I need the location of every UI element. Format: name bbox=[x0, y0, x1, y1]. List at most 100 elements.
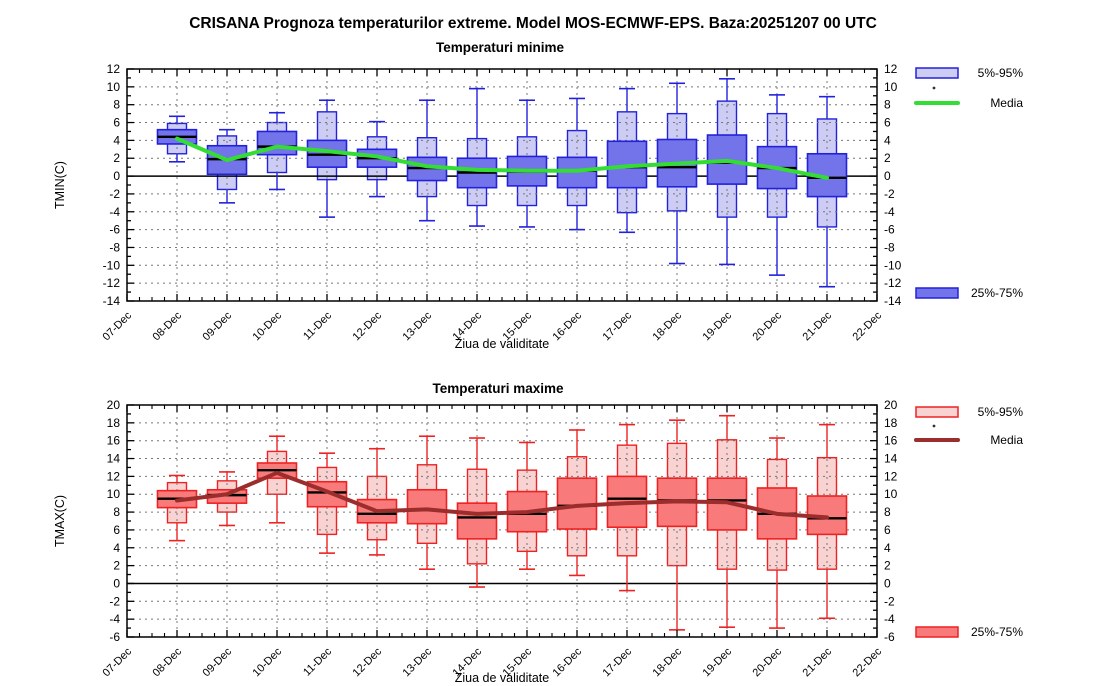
outlier-dot-marker bbox=[932, 86, 936, 90]
svg-text:10-Dec: 10-Dec bbox=[251, 645, 285, 679]
svg-text:8: 8 bbox=[884, 98, 891, 112]
tmin-plot-area: -14 -14 -12 -12 -10 -10 -8 -8 -6 -6 -4 -4 -2 -2 0 0 2 2 4 4… bbox=[101, 62, 902, 343]
tmin-legend-25-75-label: 25%-75% bbox=[971, 286, 1023, 300]
tmin-legend-5-95-swatch bbox=[915, 67, 959, 79]
svg-text:-14: -14 bbox=[103, 294, 121, 308]
svg-text:18-Dec: 18-Dec bbox=[651, 645, 685, 679]
tmax-legend-25-75-swatch bbox=[915, 626, 959, 638]
svg-text:-4: -4 bbox=[109, 612, 120, 626]
svg-text:21-Dec: 21-Dec bbox=[801, 645, 835, 679]
svg-text:6: 6 bbox=[884, 116, 891, 130]
tmax-legend: 5%-95% Media 25%-75% bbox=[914, 405, 1024, 639]
svg-text:13-Dec: 13-Dec bbox=[401, 645, 435, 679]
svg-text:14: 14 bbox=[884, 452, 898, 466]
svg-text:-10: -10 bbox=[103, 258, 121, 272]
svg-text:16: 16 bbox=[884, 434, 898, 448]
svg-text:0: 0 bbox=[113, 576, 120, 590]
gridlines bbox=[127, 405, 877, 637]
tmin-legend-25-75-swatch bbox=[915, 287, 959, 299]
svg-text:4: 4 bbox=[113, 541, 120, 555]
tmin-subtitle: Temperaturi minime bbox=[436, 40, 565, 55]
svg-text:6: 6 bbox=[113, 116, 120, 130]
svg-text:8: 8 bbox=[113, 98, 120, 112]
svg-text:18: 18 bbox=[884, 416, 898, 430]
tmin-legend-5-95-label: 5%-95% bbox=[978, 66, 1024, 80]
svg-text:20: 20 bbox=[884, 398, 898, 412]
media-line bbox=[175, 470, 829, 520]
svg-text:14: 14 bbox=[107, 452, 121, 466]
svg-text:16: 16 bbox=[107, 434, 121, 448]
svg-text:19-Dec: 19-Dec bbox=[701, 309, 735, 343]
svg-text:-4: -4 bbox=[884, 205, 895, 219]
svg-text:10: 10 bbox=[884, 80, 898, 94]
svg-text:-2: -2 bbox=[884, 594, 895, 608]
svg-text:09-Dec: 09-Dec bbox=[201, 645, 235, 679]
tmax-legend-5-95-label: 5%-95% bbox=[978, 405, 1024, 419]
svg-text:08-Dec: 08-Dec bbox=[151, 645, 185, 679]
tmin-x-axis-label: Ziua de validitate bbox=[455, 337, 550, 351]
svg-text:4: 4 bbox=[884, 541, 891, 555]
svg-text:16-Dec: 16-Dec bbox=[551, 645, 585, 679]
tmax-y-axis-label: TMAX(C) bbox=[53, 495, 67, 547]
svg-text:12: 12 bbox=[884, 469, 898, 483]
svg-text:-2: -2 bbox=[109, 594, 120, 608]
svg-text:2: 2 bbox=[884, 151, 891, 165]
svg-text:07-Dec: 07-Dec bbox=[101, 645, 135, 679]
svg-text:-6: -6 bbox=[884, 630, 895, 644]
svg-text:-8: -8 bbox=[884, 240, 895, 254]
svg-text:8: 8 bbox=[113, 505, 120, 519]
svg-text:-4: -4 bbox=[884, 612, 895, 626]
svg-text:10: 10 bbox=[107, 487, 121, 501]
svg-text:20-Dec: 20-Dec bbox=[751, 645, 785, 679]
svg-text:6: 6 bbox=[884, 523, 891, 537]
svg-text:13-Dec: 13-Dec bbox=[401, 309, 435, 343]
svg-text:22-Dec: 22-Dec bbox=[851, 309, 885, 343]
svg-text:8: 8 bbox=[884, 505, 891, 519]
tmax-legend-25-75-label: 25%-75% bbox=[971, 625, 1023, 639]
svg-text:2: 2 bbox=[884, 559, 891, 573]
svg-text:12: 12 bbox=[107, 469, 121, 483]
svg-text:2: 2 bbox=[113, 151, 120, 165]
svg-text:10: 10 bbox=[884, 487, 898, 501]
tmax-legend-media-label: Media bbox=[990, 433, 1023, 447]
svg-text:-12: -12 bbox=[103, 276, 121, 290]
svg-text:11-Dec: 11-Dec bbox=[301, 309, 334, 342]
svg-text:21-Dec: 21-Dec bbox=[801, 309, 835, 343]
svg-text:2: 2 bbox=[113, 559, 120, 573]
tmax-subtitle: Temperaturi maxime bbox=[432, 381, 564, 396]
svg-text:12-Dec: 12-Dec bbox=[351, 309, 385, 343]
tmax-plot-area: -6 -6 -4 -4 -2 -2 0 0 2 2 4 4 6 6 8 8 10 10 12 12 14 14 16 16 18… bbox=[101, 398, 898, 679]
tmin-legend: 5%-95% Media 25%-75% bbox=[914, 66, 1024, 300]
svg-text:22-Dec: 22-Dec bbox=[851, 645, 885, 679]
tmin-legend-media-label: Media bbox=[990, 96, 1023, 110]
outlier-dot-marker bbox=[932, 424, 936, 428]
svg-text:-2: -2 bbox=[884, 187, 895, 201]
svg-text:10: 10 bbox=[107, 80, 121, 94]
svg-text:4: 4 bbox=[884, 133, 891, 147]
svg-text:18-Dec: 18-Dec bbox=[651, 309, 685, 343]
whiskers bbox=[169, 78, 835, 288]
tmin-y-axis-label: TMIN(C) bbox=[53, 161, 67, 209]
svg-text:11-Dec: 11-Dec bbox=[301, 645, 334, 678]
svg-text:08-Dec: 08-Dec bbox=[151, 309, 185, 343]
svg-text:-2: -2 bbox=[109, 187, 120, 201]
svg-text:20-Dec: 20-Dec bbox=[751, 309, 785, 343]
axes: -14 -14 -12 -12 -10 -10 -8 -8 -6 -6 -4 -4 -2 -2 0 0 2 2 4 4… bbox=[103, 62, 902, 308]
svg-text:0: 0 bbox=[884, 169, 891, 183]
svg-text:18: 18 bbox=[107, 416, 121, 430]
svg-text:12-Dec: 12-Dec bbox=[351, 645, 385, 679]
svg-text:09-Dec: 09-Dec bbox=[201, 309, 235, 343]
axes: -6 -6 -4 -4 -2 -2 0 0 2 2 4 4 6 6 8 8 10 10 12 12 14 14 16 16 18… bbox=[107, 398, 898, 644]
svg-text:-4: -4 bbox=[109, 205, 120, 219]
svg-text:-6: -6 bbox=[109, 223, 120, 237]
svg-text:0: 0 bbox=[113, 169, 120, 183]
svg-text:12: 12 bbox=[884, 62, 898, 76]
svg-text:07-Dec: 07-Dec bbox=[101, 309, 135, 343]
svg-text:17-Dec: 17-Dec bbox=[601, 309, 635, 343]
svg-text:17-Dec: 17-Dec bbox=[601, 645, 635, 679]
svg-text:-6: -6 bbox=[109, 630, 120, 644]
figure-title: CRISANA Prognoza temperaturilor extreme.… bbox=[189, 15, 877, 32]
svg-text:-10: -10 bbox=[884, 258, 902, 272]
svg-text:4: 4 bbox=[113, 133, 120, 147]
